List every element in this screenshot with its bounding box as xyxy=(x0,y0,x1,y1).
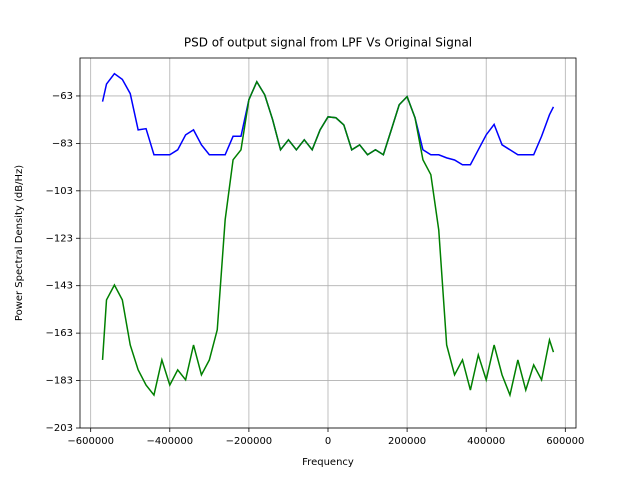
line-series xyxy=(101,80,555,398)
x-tick-label: −200000 xyxy=(226,436,273,447)
x-tick-label: 200000 xyxy=(388,436,426,447)
x-tick-label: −600000 xyxy=(67,436,114,447)
y-tick-label: −203 xyxy=(46,423,73,434)
y-tick-label: −183 xyxy=(46,376,73,387)
x-axis-label: Frequency xyxy=(302,457,354,468)
x-tick-label: −400000 xyxy=(147,436,194,447)
x-tick-label: 600000 xyxy=(546,436,584,447)
y-tick-label: −163 xyxy=(46,328,73,339)
plot-frame xyxy=(79,57,577,429)
y-tick-label: −83 xyxy=(52,138,73,149)
y-axis-label: Power Spectral Density (dB/Hz) xyxy=(14,165,25,321)
x-tick-label: 0 xyxy=(325,436,331,447)
x-tick-label: 400000 xyxy=(467,436,505,447)
y-tick-label: −123 xyxy=(46,233,73,244)
y-tick-label: −143 xyxy=(46,281,73,292)
y-tick-label: −63 xyxy=(52,91,73,102)
chart-title: PSD of output signal from LPF Vs Origina… xyxy=(184,36,472,50)
y-tick-label: −103 xyxy=(46,186,73,197)
